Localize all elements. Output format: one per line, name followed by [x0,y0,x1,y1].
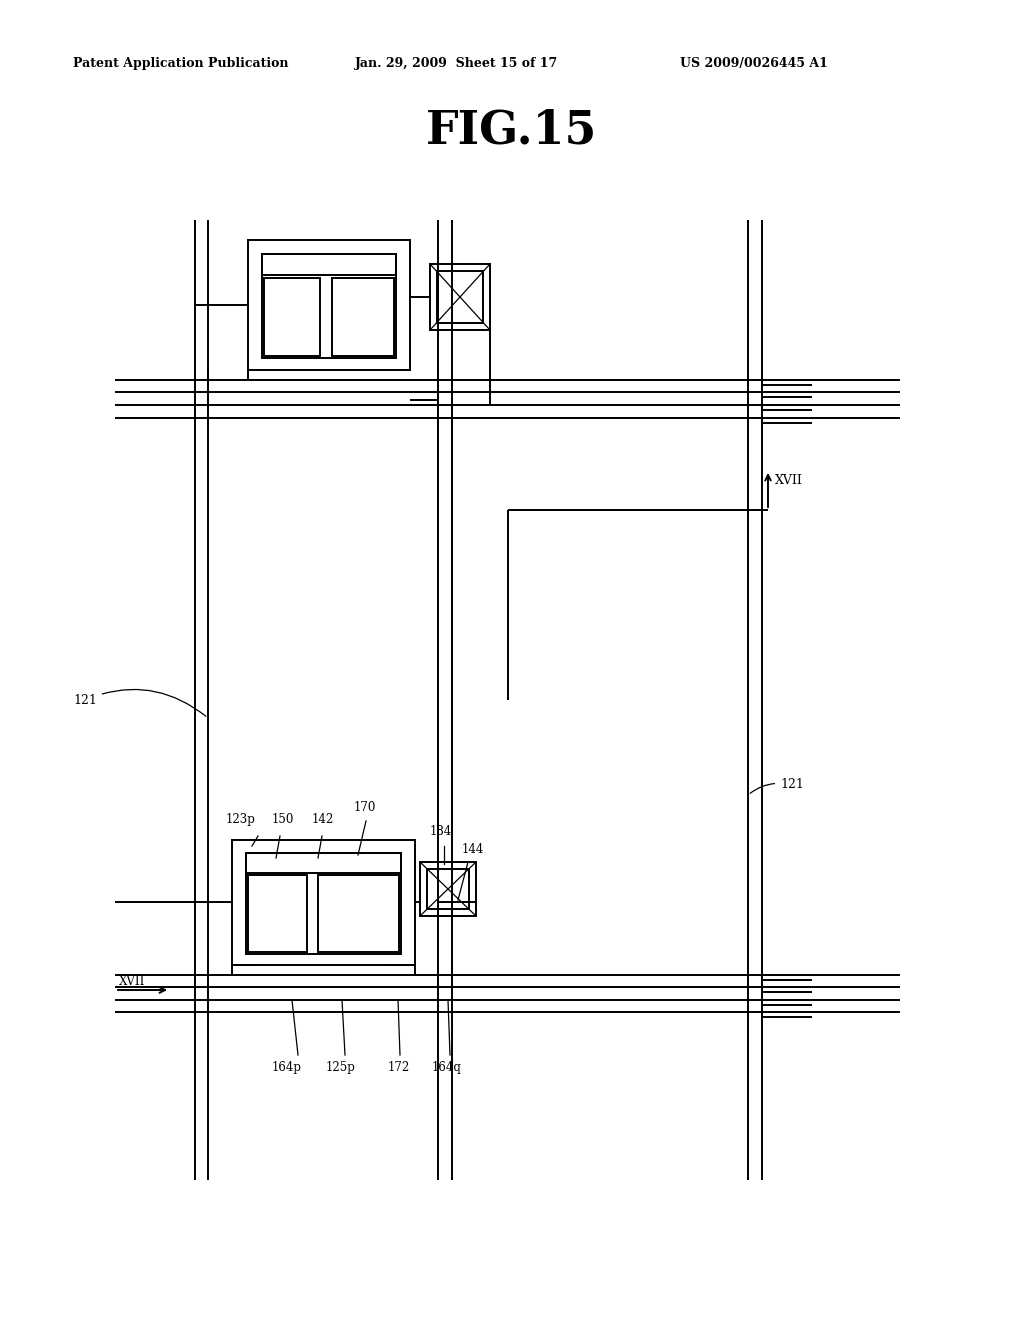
Bar [318,875,399,952]
Text: XVII: XVII [119,975,145,987]
Text: 125p: 125p [326,1061,356,1074]
Text: Jan. 29, 2009  Sheet 15 of 17: Jan. 29, 2009 Sheet 15 of 17 [355,57,558,70]
Bar [430,264,490,330]
Text: 123p: 123p [226,813,256,826]
Bar [332,279,394,356]
Bar [246,853,401,954]
Text: Patent Application Publication: Patent Application Publication [73,57,289,70]
Text: 172: 172 [388,1061,411,1074]
Text: US 2009/0026445 A1: US 2009/0026445 A1 [680,57,827,70]
Bar [246,853,401,873]
Text: 164p: 164p [272,1061,302,1074]
Text: 164q: 164q [432,1061,462,1074]
Text: 184: 184 [430,825,453,838]
Bar [248,240,410,370]
Bar [427,869,469,909]
Text: 170: 170 [354,801,377,814]
Text: XVII: XVII [775,474,803,487]
Bar [248,875,307,952]
Text: 144: 144 [462,843,484,855]
Bar [262,253,396,358]
Text: FIG.15: FIG.15 [426,108,598,154]
Bar [264,279,319,356]
Text: 121: 121 [73,689,206,717]
Text: 150: 150 [272,813,294,826]
Bar [420,862,476,916]
Bar [437,271,483,323]
Bar [232,840,415,965]
Text: 121: 121 [751,779,804,793]
Bar [262,253,396,275]
Text: 142: 142 [312,813,334,826]
